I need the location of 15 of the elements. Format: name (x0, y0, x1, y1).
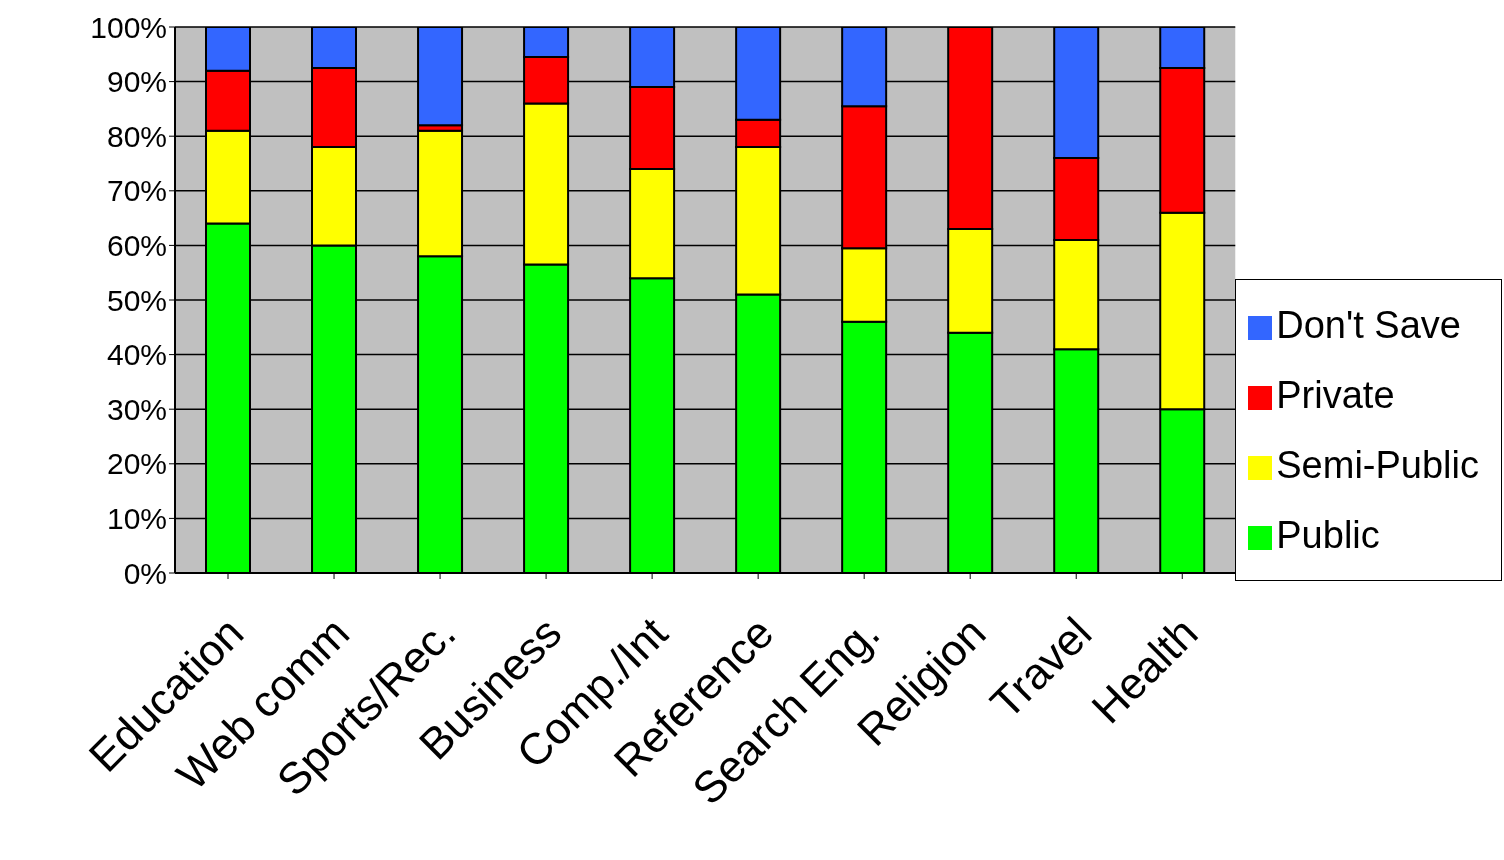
y-tick-label: 0% (123, 556, 167, 590)
legend-label: Don't Save (1276, 304, 1461, 346)
y-tick-label: 100% (90, 10, 167, 44)
legend-label: Public (1276, 514, 1380, 556)
legend-label: Semi-Public (1276, 444, 1479, 486)
y-tick-label: 60% (106, 229, 167, 263)
y-tick-label: 40% (106, 338, 167, 372)
legend-label: Private (1276, 374, 1395, 416)
y-tick-label: 50% (106, 283, 167, 317)
y-tick-label: 10% (106, 502, 167, 536)
y-tick-label: 30% (106, 392, 167, 426)
y-tick-label: 70% (106, 174, 167, 208)
y-tick-label: 90% (106, 65, 167, 99)
y-tick-label: 80% (106, 119, 167, 153)
y-tick-label: 20% (106, 447, 167, 481)
